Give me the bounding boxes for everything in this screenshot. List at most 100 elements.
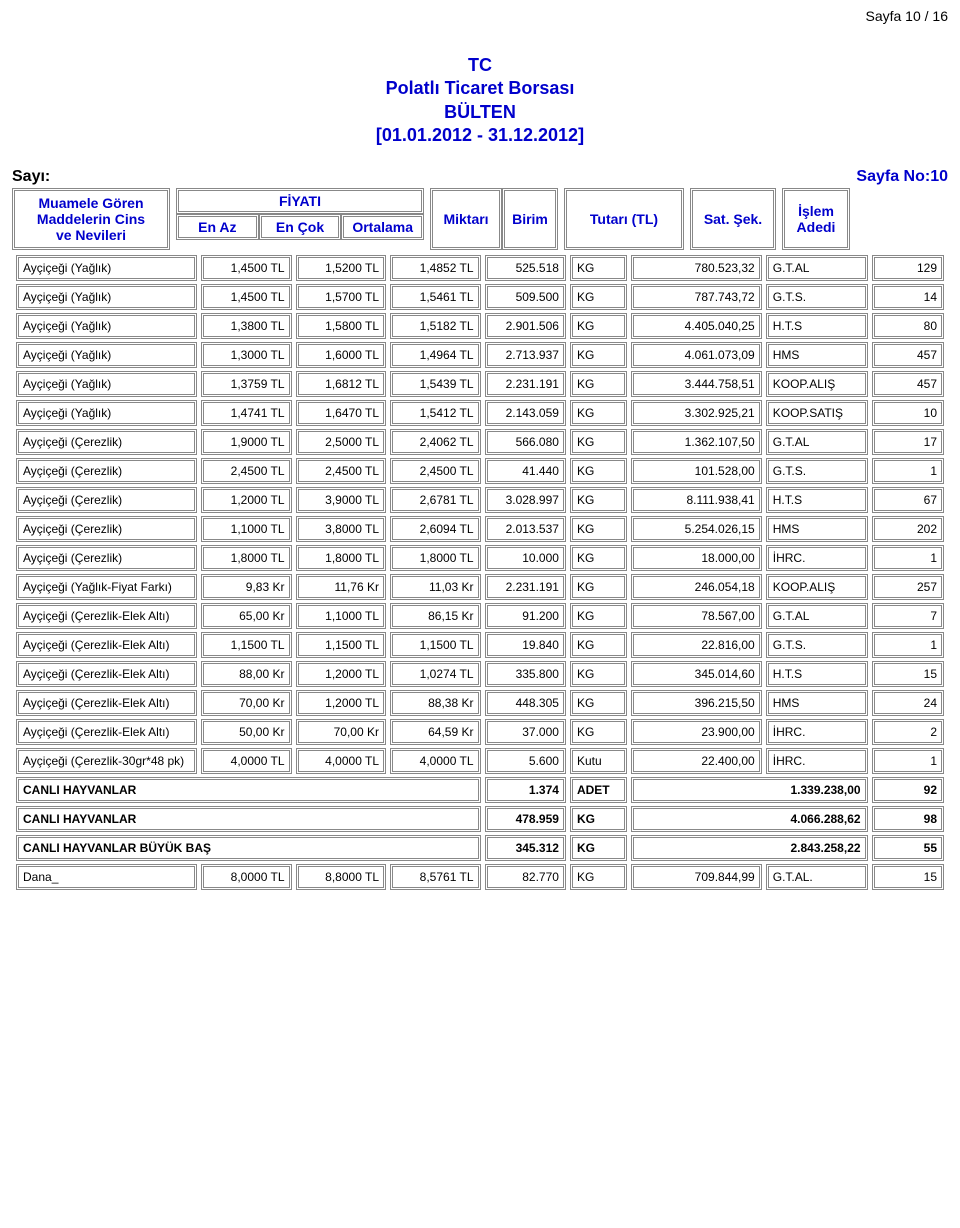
cell-birim: Kutu	[570, 748, 627, 774]
header-miktar: Miktarı	[430, 188, 502, 250]
cell-name: Ayçiçeği (Çerezlik-Elek Altı)	[16, 719, 197, 745]
cell-sat: HMS	[766, 690, 868, 716]
cell-sat: G.T.AL.	[766, 864, 868, 890]
cell-sat: G.T.AL	[766, 255, 868, 281]
cell-sat: HMS	[766, 342, 868, 368]
cell-sat: G.T.S.	[766, 284, 868, 310]
cell-tutar: 4.066.288,62	[631, 806, 868, 832]
cell-tutar: 23.900,00	[631, 719, 762, 745]
cell-islem: 67	[872, 487, 944, 513]
title-line: [01.01.2012 - 31.12.2012]	[12, 124, 948, 147]
table-row: CANLI HAYVANLAR478.959KG4.066.288,6298	[16, 806, 944, 832]
table-row: Ayçiçeği (Çerezlik-Elek Altı)70,00 Kr1,2…	[16, 690, 944, 716]
table-row: Ayçiçeği (Çerezlik-Elek Altı)88,00 Kr1,2…	[16, 661, 944, 687]
table-row: Ayçiçeği (Çerezlik)1,9000 TL2,5000 TL2,4…	[16, 429, 944, 455]
cell-max: 8,8000 TL	[296, 864, 387, 890]
cell-miktar: 19.840	[485, 632, 566, 658]
cell-max: 11,76 Kr	[296, 574, 387, 600]
cell-sat: KOOP.SATIŞ	[766, 400, 868, 426]
cell-avg: 11,03 Kr	[390, 574, 481, 600]
cell-islem: 457	[872, 371, 944, 397]
cell-birim: KG	[570, 690, 627, 716]
cell-avg: 1,5461 TL	[390, 284, 481, 310]
cell-islem: 129	[872, 255, 944, 281]
cell-islem: 1	[872, 632, 944, 658]
cell-islem: 1	[872, 748, 944, 774]
cell-min: 1,9000 TL	[201, 429, 292, 455]
header-en-cok: En Çok	[259, 214, 342, 240]
cell-tutar: 101.528,00	[631, 458, 762, 484]
header-en-az: En Az	[176, 214, 259, 240]
cell-tutar: 8.111.938,41	[631, 487, 762, 513]
cell-miktar: 478.959	[485, 806, 566, 832]
cell-tutar: 2.843.258,22	[631, 835, 868, 861]
header-fiyat: FİYATI	[176, 188, 424, 214]
cell-sat: İHRC.	[766, 545, 868, 571]
header-text: Muamele Gören	[19, 195, 163, 211]
cell-islem: 24	[872, 690, 944, 716]
cell-avg: 4,0000 TL	[390, 748, 481, 774]
cell-birim: KG	[570, 719, 627, 745]
cell-miktar: 2.143.059	[485, 400, 566, 426]
table-row: Ayçiçeği (Yağlık)1,4741 TL1,6470 TL1,541…	[16, 400, 944, 426]
cell-miktar: 2.901.506	[485, 313, 566, 339]
cell-tutar: 396.215,50	[631, 690, 762, 716]
cell-tutar: 345.014,60	[631, 661, 762, 687]
cell-birim: ADET	[570, 777, 627, 803]
cell-tutar: 4.405.040,25	[631, 313, 762, 339]
cell-birim: KG	[570, 864, 627, 890]
cell-name: Ayçiçeği (Yağlık)	[16, 313, 197, 339]
header-muamele: Muamele Gören Maddelerin Cins ve Neviler…	[12, 188, 170, 250]
cell-miktar: 41.440	[485, 458, 566, 484]
cell-max: 1,1500 TL	[296, 632, 387, 658]
cell-sat: G.T.AL	[766, 603, 868, 629]
cell-max: 1,6470 TL	[296, 400, 387, 426]
cell-tutar: 22.816,00	[631, 632, 762, 658]
cell-avg: 64,59 Kr	[390, 719, 481, 745]
cell-birim: KG	[570, 516, 627, 542]
cell-birim: KG	[570, 400, 627, 426]
cell-name: Ayçiçeği (Yağlık)	[16, 342, 197, 368]
cell-avg: 1,4964 TL	[390, 342, 481, 368]
cell-name: Ayçiçeği (Çerezlik-Elek Altı)	[16, 661, 197, 687]
cell-min: 1,3000 TL	[201, 342, 292, 368]
cell-min: 1,4500 TL	[201, 284, 292, 310]
cell-miktar: 345.312	[485, 835, 566, 861]
table-row: Ayçiçeği (Yağlık)1,3800 TL1,5800 TL1,518…	[16, 313, 944, 339]
cell-birim: KG	[570, 632, 627, 658]
cell-birim: KG	[570, 603, 627, 629]
cell-sat: İHRC.	[766, 719, 868, 745]
cell-name: Ayçiçeği (Çerezlik-Elek Altı)	[16, 690, 197, 716]
cell-max: 4,0000 TL	[296, 748, 387, 774]
cell-max: 2,5000 TL	[296, 429, 387, 455]
cell-tutar: 18.000,00	[631, 545, 762, 571]
cell-name: Ayçiçeği (Yağlık)	[16, 400, 197, 426]
cell-islem: 14	[872, 284, 944, 310]
cell-min: 4,0000 TL	[201, 748, 292, 774]
cell-islem: 15	[872, 864, 944, 890]
cell-tutar: 5.254.026,15	[631, 516, 762, 542]
cell-avg: 1,1500 TL	[390, 632, 481, 658]
table-row: Ayçiçeği (Çerezlik)2,4500 TL2,4500 TL2,4…	[16, 458, 944, 484]
cell-sat: G.T.AL	[766, 429, 868, 455]
cell-name: Ayçiçeği (Çerezlik)	[16, 429, 197, 455]
cell-min: 8,0000 TL	[201, 864, 292, 890]
cell-min: 1,4741 TL	[201, 400, 292, 426]
cell-birim: KG	[570, 313, 627, 339]
cell-max: 1,1000 TL	[296, 603, 387, 629]
cell-max: 3,9000 TL	[296, 487, 387, 513]
cell-name: Ayçiçeği (Çerezlik-Elek Altı)	[16, 632, 197, 658]
cell-miktar: 2.013.537	[485, 516, 566, 542]
table-row: CANLI HAYVANLAR BÜYÜK BAŞ345.312KG2.843.…	[16, 835, 944, 861]
header-text: Maddelerin Cins	[19, 211, 163, 227]
cell-name: Ayçiçeği (Çerezlik)	[16, 458, 197, 484]
cell-islem: 55	[872, 835, 944, 861]
cell-name: CANLI HAYVANLAR BÜYÜK BAŞ	[16, 835, 481, 861]
table-row: Ayçiçeği (Çerezlik-30gr*48 pk)4,0000 TL4…	[16, 748, 944, 774]
cell-tutar: 1.362.107,50	[631, 429, 762, 455]
cell-miktar: 2.231.191	[485, 574, 566, 600]
cell-birim: KG	[570, 458, 627, 484]
cell-sat: H.T.S	[766, 487, 868, 513]
cell-avg: 1,5182 TL	[390, 313, 481, 339]
header-fiyat-group: FİYATI En Az En Çok Ortalama	[176, 188, 424, 250]
